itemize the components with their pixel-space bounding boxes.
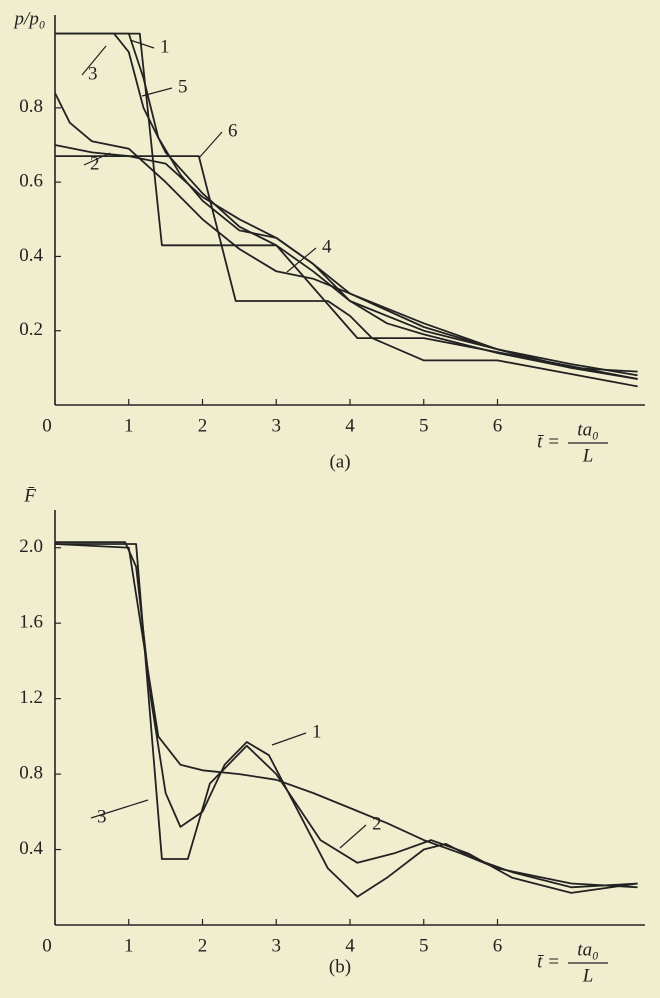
- series-line: [55, 32, 638, 377]
- y-tick-label: 0.4: [19, 838, 43, 859]
- y-tick-label: 1.6: [19, 612, 43, 633]
- x-tick-label: 6: [493, 415, 503, 436]
- y-tick-label: 0.8: [19, 762, 43, 783]
- series-label: 5: [178, 76, 188, 97]
- y-axis-label: F̄: [23, 485, 36, 506]
- x-axis-label-denominator: L: [582, 965, 594, 986]
- y-tick-label: 0.6: [19, 171, 43, 192]
- leader-line: [83, 152, 111, 166]
- x-tick-label: 4: [345, 935, 355, 956]
- series-label: 1: [160, 36, 170, 57]
- series-label: 2: [90, 153, 100, 174]
- series-label: 3: [97, 806, 107, 827]
- x-tick-label: 3: [272, 935, 282, 956]
- x-axis-label-numerator: ta₀: [577, 939, 598, 960]
- x-tick-label: 2: [198, 415, 208, 436]
- y-axis-label: p/p₀: [13, 8, 46, 29]
- leader-line: [90, 799, 149, 819]
- x-tick-label: 2: [198, 935, 208, 956]
- series-line: [55, 541, 638, 898]
- leader-line: [339, 824, 367, 849]
- series-label: 3: [88, 63, 98, 84]
- panel-caption: (a): [329, 451, 350, 472]
- x-tick-label: 5: [419, 415, 429, 436]
- x-tick-label: 5: [419, 935, 429, 956]
- y-tick-label: 2.0: [19, 536, 43, 557]
- x-tick-label: 1: [124, 415, 134, 436]
- series-line: [55, 543, 638, 894]
- leader-line: [198, 131, 223, 159]
- series-line: [54, 543, 638, 889]
- x-tick-label: 4: [345, 415, 355, 436]
- series-line: [54, 92, 638, 373]
- y-tick-label: 0.2: [19, 319, 43, 340]
- series-line: [55, 32, 638, 380]
- series-line: [54, 144, 638, 380]
- x-axis-label-numerator: ta₀: [577, 419, 598, 440]
- x-axis-label: t̄ =: [537, 951, 560, 972]
- leader-line: [286, 247, 317, 273]
- series-label: 2: [372, 813, 382, 834]
- x-tick-label: 3: [272, 415, 282, 436]
- leader-line: [271, 732, 307, 746]
- leader-line: [81, 45, 107, 76]
- series-line: [55, 32, 638, 380]
- series-label: 4: [322, 236, 332, 257]
- x-axis-label-denominator: L: [582, 445, 594, 466]
- panel-caption: (b): [329, 956, 351, 977]
- x-tick-label: 6: [493, 935, 503, 956]
- leader-line: [129, 39, 155, 49]
- leader-line: [141, 87, 173, 97]
- x-tick-label: 0: [42, 935, 52, 956]
- y-tick-label: 1.2: [19, 687, 43, 708]
- x-tick-label: 1: [124, 935, 134, 956]
- series-label: 6: [228, 120, 238, 141]
- series-label: 1: [312, 721, 322, 742]
- x-axis-label: t̄ =: [537, 431, 560, 452]
- y-tick-label: 0.8: [19, 96, 43, 117]
- series-line: [55, 155, 638, 388]
- y-tick-label: 0.4: [19, 245, 43, 266]
- x-tick-label: 0: [42, 415, 52, 436]
